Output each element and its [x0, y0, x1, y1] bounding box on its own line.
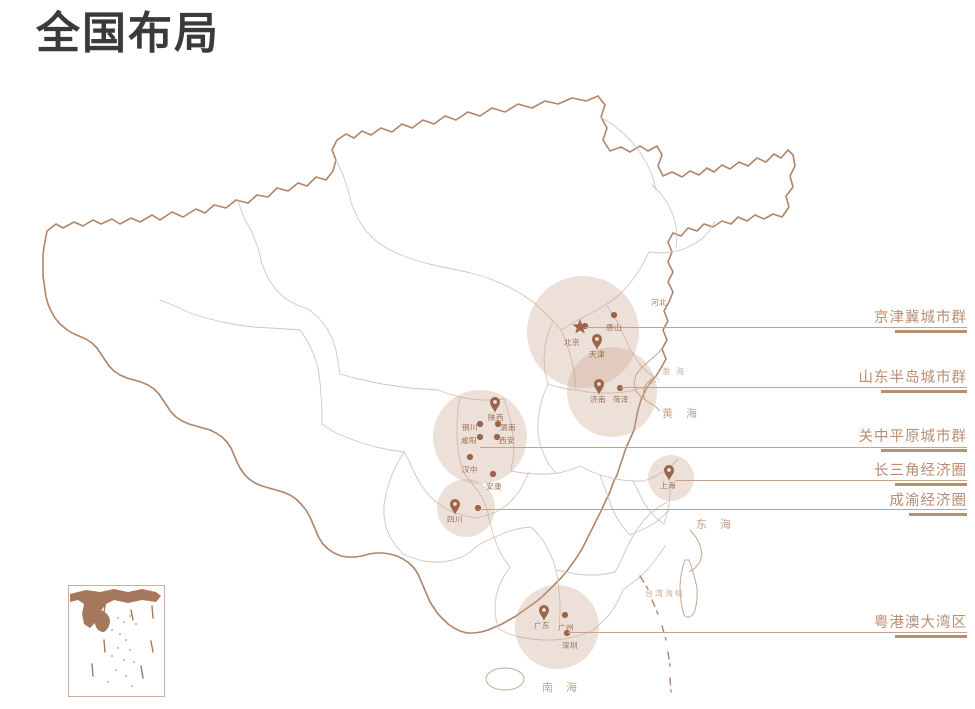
coastline [633, 348, 703, 573]
map-pin-icon[interactable] [490, 397, 500, 413]
map-place-label: 铜川 [462, 423, 478, 432]
map-place-label: 唐山 [606, 323, 622, 332]
city-dot[interactable] [494, 420, 502, 428]
cluster-circle [567, 347, 657, 437]
map-pin-icon[interactable] [539, 605, 549, 621]
callout-label[interactable]: 关中平原城市群 [858, 429, 967, 445]
callout-label[interactable]: 长三角经济圈 [874, 463, 967, 479]
callout-underline [895, 635, 967, 638]
map-place-label: 天津 [589, 350, 605, 359]
map-pin-icon[interactable] [594, 379, 604, 395]
callout-leader-line [675, 480, 967, 481]
callout-leader-line [568, 632, 967, 633]
islands [485, 559, 698, 691]
map-place-label: 广东 [534, 621, 550, 630]
callout-label[interactable]: 成渝经济圈 [889, 493, 967, 509]
south-sea-inset-frame [68, 585, 165, 697]
page-title: 全国布局 [36, 9, 220, 58]
city-dot[interactable] [616, 384, 624, 392]
map-place-label: 陕西 [488, 413, 504, 422]
city-dot[interactable] [476, 433, 484, 441]
cluster-circle [648, 455, 694, 501]
sea-label: 东 海 [695, 519, 737, 531]
callout-underline [909, 513, 967, 516]
callout-underline [881, 449, 967, 452]
marker-layer [450, 311, 674, 637]
callout-label[interactable]: 山东半岛城市群 [858, 370, 967, 386]
callout-leader-line [479, 509, 967, 510]
map-place-label: 西安 [499, 436, 515, 445]
map-place-label: 渭南 [500, 423, 516, 432]
city-dot[interactable] [563, 629, 571, 637]
map-pin-icon[interactable] [450, 499, 460, 515]
city-dot[interactable] [561, 611, 569, 619]
city-dot[interactable] [466, 453, 474, 461]
callout-underline [881, 390, 967, 393]
city-dot[interactable] [610, 311, 618, 319]
map-place-label: 济南 [590, 395, 606, 404]
city-dot[interactable] [493, 433, 501, 441]
callout-underline [895, 483, 967, 486]
map-place-label: 深圳 [562, 641, 578, 650]
south-sea-inset-content [70, 589, 161, 687]
callout-leader-line [480, 447, 967, 448]
callout-leader-line [621, 387, 967, 388]
map-place-label: 河北 [651, 298, 667, 307]
callout-leader-line [585, 327, 967, 328]
map-place-label: 咸阳 [461, 436, 477, 445]
city-dot[interactable] [489, 470, 497, 478]
map-place-label: 安康 [486, 482, 502, 491]
cluster-circle [437, 479, 495, 537]
sea-label: 台湾海峡 [645, 589, 685, 598]
map-pin-icon[interactable] [664, 465, 674, 481]
map-pin-icon[interactable] [592, 334, 602, 350]
map-place-label: 北京 [564, 338, 580, 347]
capital-star-icon [572, 319, 588, 334]
callout-label[interactable]: 粤港澳大湾区 [874, 615, 967, 631]
map-place-label: 上海 [660, 481, 676, 490]
city-dot[interactable] [581, 322, 589, 330]
national-border [42, 95, 796, 634]
south-sea-dashes [639, 575, 672, 693]
city-dot[interactable] [474, 504, 482, 512]
city-dot[interactable] [476, 420, 484, 428]
sea-label: 黄 海 [661, 408, 703, 420]
cluster-circle [515, 585, 599, 669]
sea-label: 渤 海 [661, 367, 687, 376]
map-place-label: 菏泽 [613, 395, 629, 404]
callout-underline [895, 330, 967, 333]
sea-label: 南 海 [541, 682, 583, 694]
map-place-label: 广州 [558, 623, 574, 632]
province-borders [159, 116, 716, 641]
callout-label[interactable]: 京津冀城市群 [874, 310, 967, 326]
map-place-label: 汉中 [462, 465, 478, 474]
map-place-label: 四川 [447, 515, 463, 524]
